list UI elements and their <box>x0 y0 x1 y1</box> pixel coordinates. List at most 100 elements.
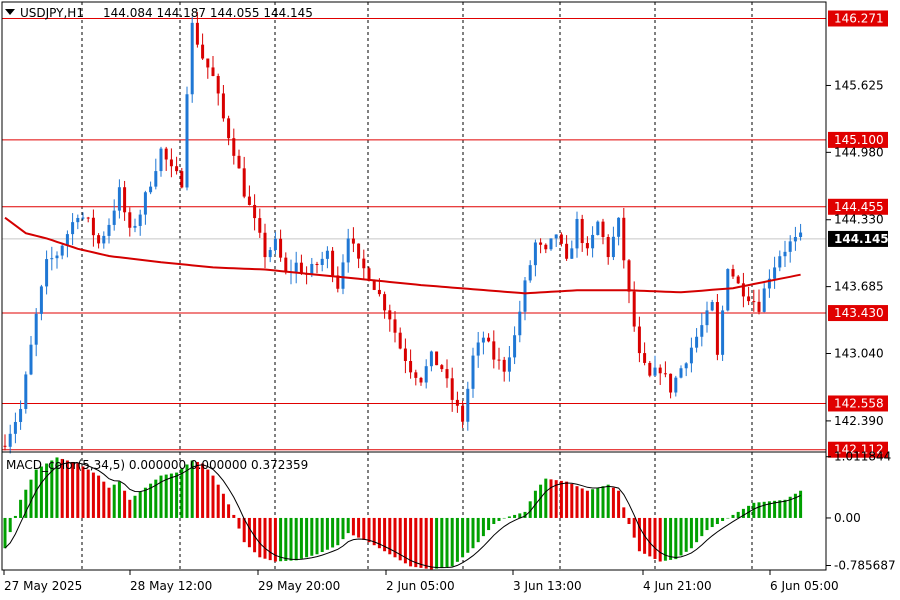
macd-bar <box>424 517 428 569</box>
macd-bar <box>97 475 101 518</box>
candle-body <box>591 234 595 249</box>
candlestick-series <box>3 11 803 454</box>
candle-body <box>559 234 563 244</box>
time-tick-label: 3 Jun 13:00 <box>513 579 582 593</box>
macd-bar <box>8 517 12 533</box>
macd-bar <box>112 484 116 518</box>
macd-bar <box>279 517 283 562</box>
macd-bar <box>601 486 605 518</box>
macd-bar <box>76 463 80 518</box>
macd-bar <box>24 489 28 518</box>
macd-bar <box>778 500 782 518</box>
macd-bar <box>700 517 704 537</box>
chart-frame <box>1 1 827 571</box>
macd-bar <box>710 517 714 528</box>
level-price-label: 144.455 <box>834 200 884 214</box>
current-price-label: 144.145 <box>834 232 889 246</box>
macd-bar <box>185 464 189 518</box>
macd-bar <box>34 469 38 518</box>
candle-body <box>253 204 257 219</box>
macd-bar <box>331 517 335 548</box>
candle-body <box>159 148 163 172</box>
candle-body <box>154 171 158 187</box>
macd-bar <box>19 499 23 518</box>
candle-body <box>622 217 626 261</box>
macd-bar <box>383 517 387 552</box>
candle-body <box>409 361 413 373</box>
macd-bar <box>653 517 657 559</box>
candle-body <box>185 94 189 188</box>
macd-bar <box>689 517 693 549</box>
candle-body <box>414 372 418 378</box>
candle-body <box>310 263 314 275</box>
macd-tick-label: 0.00 <box>834 511 861 525</box>
candle-body <box>325 250 329 259</box>
candle-body <box>112 210 116 225</box>
macd-bar <box>325 517 329 550</box>
candle-body <box>637 326 641 354</box>
candle-body <box>227 118 231 139</box>
macd-bar <box>611 487 615 518</box>
ma-line <box>4 216 801 295</box>
price-tick-label: 143.040 <box>834 346 884 360</box>
macd-bar <box>476 517 480 543</box>
macd-bar <box>154 479 158 518</box>
macd-bar <box>377 517 381 549</box>
macd-bar <box>117 481 121 518</box>
macd-bar <box>211 475 215 518</box>
macd-bar <box>372 517 376 546</box>
macd-bar <box>471 517 475 549</box>
macd-bar <box>320 517 324 552</box>
macd-bar <box>549 479 553 518</box>
candle-body <box>528 265 532 281</box>
level-price-label: 143.430 <box>834 306 884 320</box>
macd-bar <box>513 514 517 518</box>
macd-header: MACD_color(5,34,5) 0.000000 0.000000 0.3… <box>6 458 308 472</box>
macd-bar <box>705 517 709 531</box>
macd-bar <box>29 479 33 518</box>
macd-bar <box>767 501 771 518</box>
candle-body <box>461 405 465 422</box>
candle-body <box>201 44 205 59</box>
candle-body <box>658 367 662 374</box>
candle-body <box>788 241 792 252</box>
macd-bar <box>149 483 153 518</box>
candle-body <box>627 260 631 292</box>
horizontal-levels <box>2 17 826 451</box>
macd-bar <box>523 511 527 518</box>
macd-bar <box>305 517 309 558</box>
candle-body <box>55 255 59 259</box>
macd-bar <box>169 473 173 518</box>
macd-bar <box>757 502 761 518</box>
macd-bar <box>528 501 532 518</box>
candle-body <box>648 362 652 376</box>
candle-body <box>341 262 345 289</box>
candle-body <box>211 67 215 76</box>
candle-body <box>81 217 85 219</box>
macd-bar <box>273 517 277 562</box>
candle-body <box>793 237 797 242</box>
level-price-box <box>828 441 888 458</box>
candle-body <box>242 168 246 197</box>
macd-bar <box>351 517 355 536</box>
candle-body <box>39 286 43 314</box>
candle-body <box>518 311 522 336</box>
macd-bar <box>679 517 683 556</box>
symbol-label: USDJPY,H1 <box>20 6 84 20</box>
macd-bar <box>195 461 199 518</box>
candle-body <box>502 359 506 372</box>
candle-body <box>757 301 761 312</box>
macd-bar <box>221 493 225 518</box>
candle-body <box>767 278 771 289</box>
candle-body <box>710 302 714 311</box>
macd-bar <box>128 499 132 518</box>
macd-bar <box>637 517 641 552</box>
macd-bar <box>65 460 69 518</box>
candle-body <box>799 232 803 238</box>
macd-bar <box>50 460 54 518</box>
macd-bar <box>201 463 205 518</box>
collapse-triangle-icon[interactable] <box>5 9 15 15</box>
moving-average <box>4 216 801 295</box>
macd-bar <box>341 517 345 540</box>
